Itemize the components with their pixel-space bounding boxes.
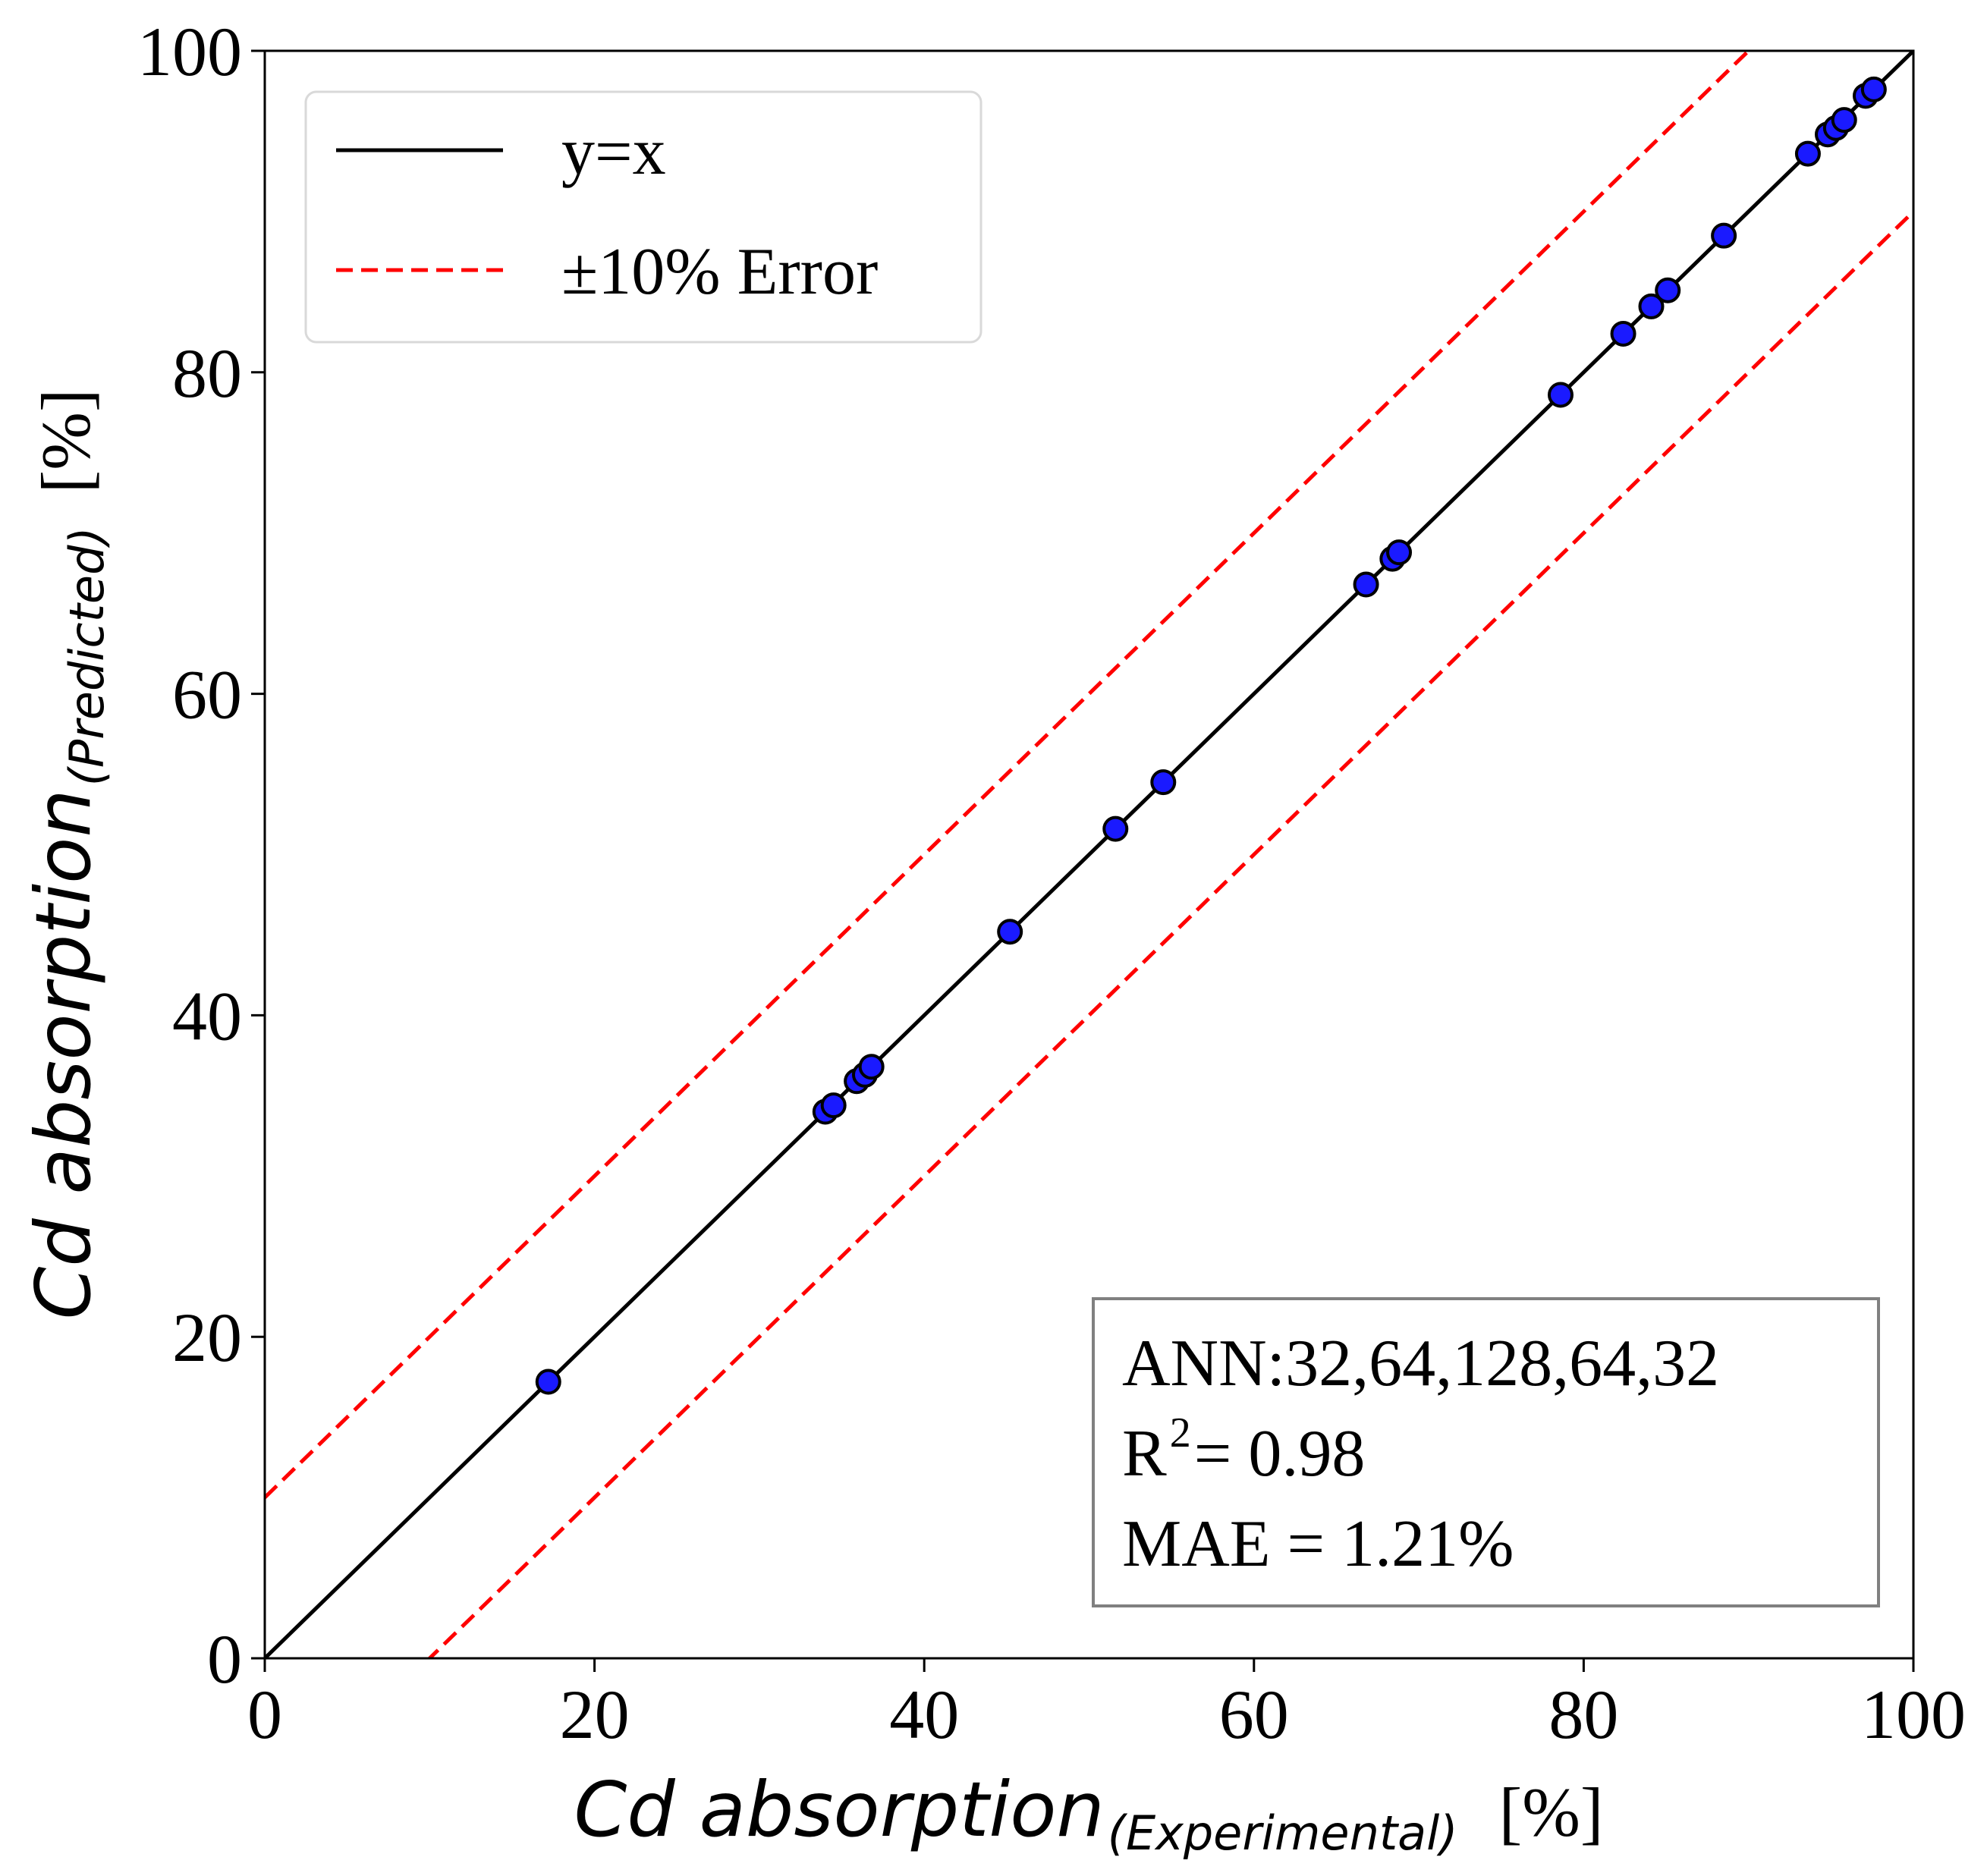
data-point-22: [1860, 76, 1887, 102]
data-point-6: [997, 919, 1023, 945]
y-axis-label-unit: [%]: [27, 388, 105, 493]
metrics-annotation: ANN:32,64,128,64,32 R 2 = 0.98 MAE = 1.2…: [1092, 1297, 1880, 1607]
data-points: [535, 76, 1887, 1395]
r-squared-sup: 2: [1170, 1409, 1191, 1456]
data-point-17: [1794, 140, 1821, 167]
x-tick-label-5: 100: [1861, 1676, 1966, 1753]
data-point-8: [1150, 769, 1177, 796]
data-point-11: [1386, 539, 1413, 566]
x-axis-label-main: Cd absorption: [574, 1765, 1104, 1854]
legend-box: [304, 90, 982, 344]
data-point-13: [1610, 320, 1636, 347]
x-axis-label-unit: [%]: [1499, 1774, 1604, 1851]
legend-label-yx: y=x: [561, 115, 666, 189]
legend: y=x ±10% Error: [304, 90, 982, 344]
x-axis-label: Cd absorption (Experimental) [%]: [574, 1765, 1603, 1861]
x-tick-label-1: 20: [560, 1676, 630, 1753]
model-architecture: ANN:32,64,128,64,32: [1122, 1327, 1719, 1400]
reference-line-upper-error: [265, 51, 1752, 1499]
y-axis-label-sub: (Predicted): [59, 526, 115, 786]
plot-frame: [263, 49, 1915, 1660]
y-tick-label-4: 80: [172, 335, 242, 412]
y-tick-label-2: 40: [172, 977, 242, 1054]
r-squared-prefix: R: [1122, 1417, 1167, 1491]
data-point-12: [1547, 382, 1574, 408]
data-point-14: [1638, 293, 1665, 319]
x-tick-label-4: 80: [1548, 1676, 1618, 1753]
metrics-box: [1092, 1297, 1880, 1607]
r-squared: R 2 = 0.98: [1122, 1409, 1365, 1491]
data-point-16: [1711, 222, 1737, 249]
y-axis-label-main: Cd absorption: [19, 789, 108, 1319]
x-tick-label-0: 0: [247, 1676, 282, 1753]
data-point-9: [1353, 571, 1379, 598]
data-point-5: [858, 1054, 885, 1080]
legend-label-error: ±10% Error: [561, 235, 878, 309]
y-tick-label-5: 100: [137, 13, 242, 90]
data-point-0: [535, 1369, 561, 1395]
data-point-2: [820, 1092, 847, 1119]
data-point-15: [1655, 277, 1681, 303]
data-point-7: [1102, 815, 1129, 842]
x-tick-label-2: 40: [889, 1676, 959, 1753]
y-tick-label-0: 0: [207, 1620, 242, 1698]
reference-line-lower-error: [426, 210, 1913, 1658]
x-axis-ticks: 0 20 40 60 80 100: [247, 1658, 1966, 1753]
x-tick-label-3: 60: [1219, 1676, 1289, 1753]
y-tick-label-3: 60: [172, 656, 242, 734]
mae-value: MAE = 1.21%: [1122, 1507, 1514, 1581]
y-axis-ticks: 0 20 40 60 80 100: [137, 13, 265, 1698]
x-axis-label-sub: (Experimental): [1108, 1805, 1458, 1861]
y-tick-label-1: 20: [172, 1299, 242, 1376]
data-point-20: [1831, 107, 1857, 134]
y-axis-label: Cd absorption (Predicted) [%]: [19, 388, 115, 1319]
r-squared-value: = 0.98: [1194, 1417, 1366, 1491]
